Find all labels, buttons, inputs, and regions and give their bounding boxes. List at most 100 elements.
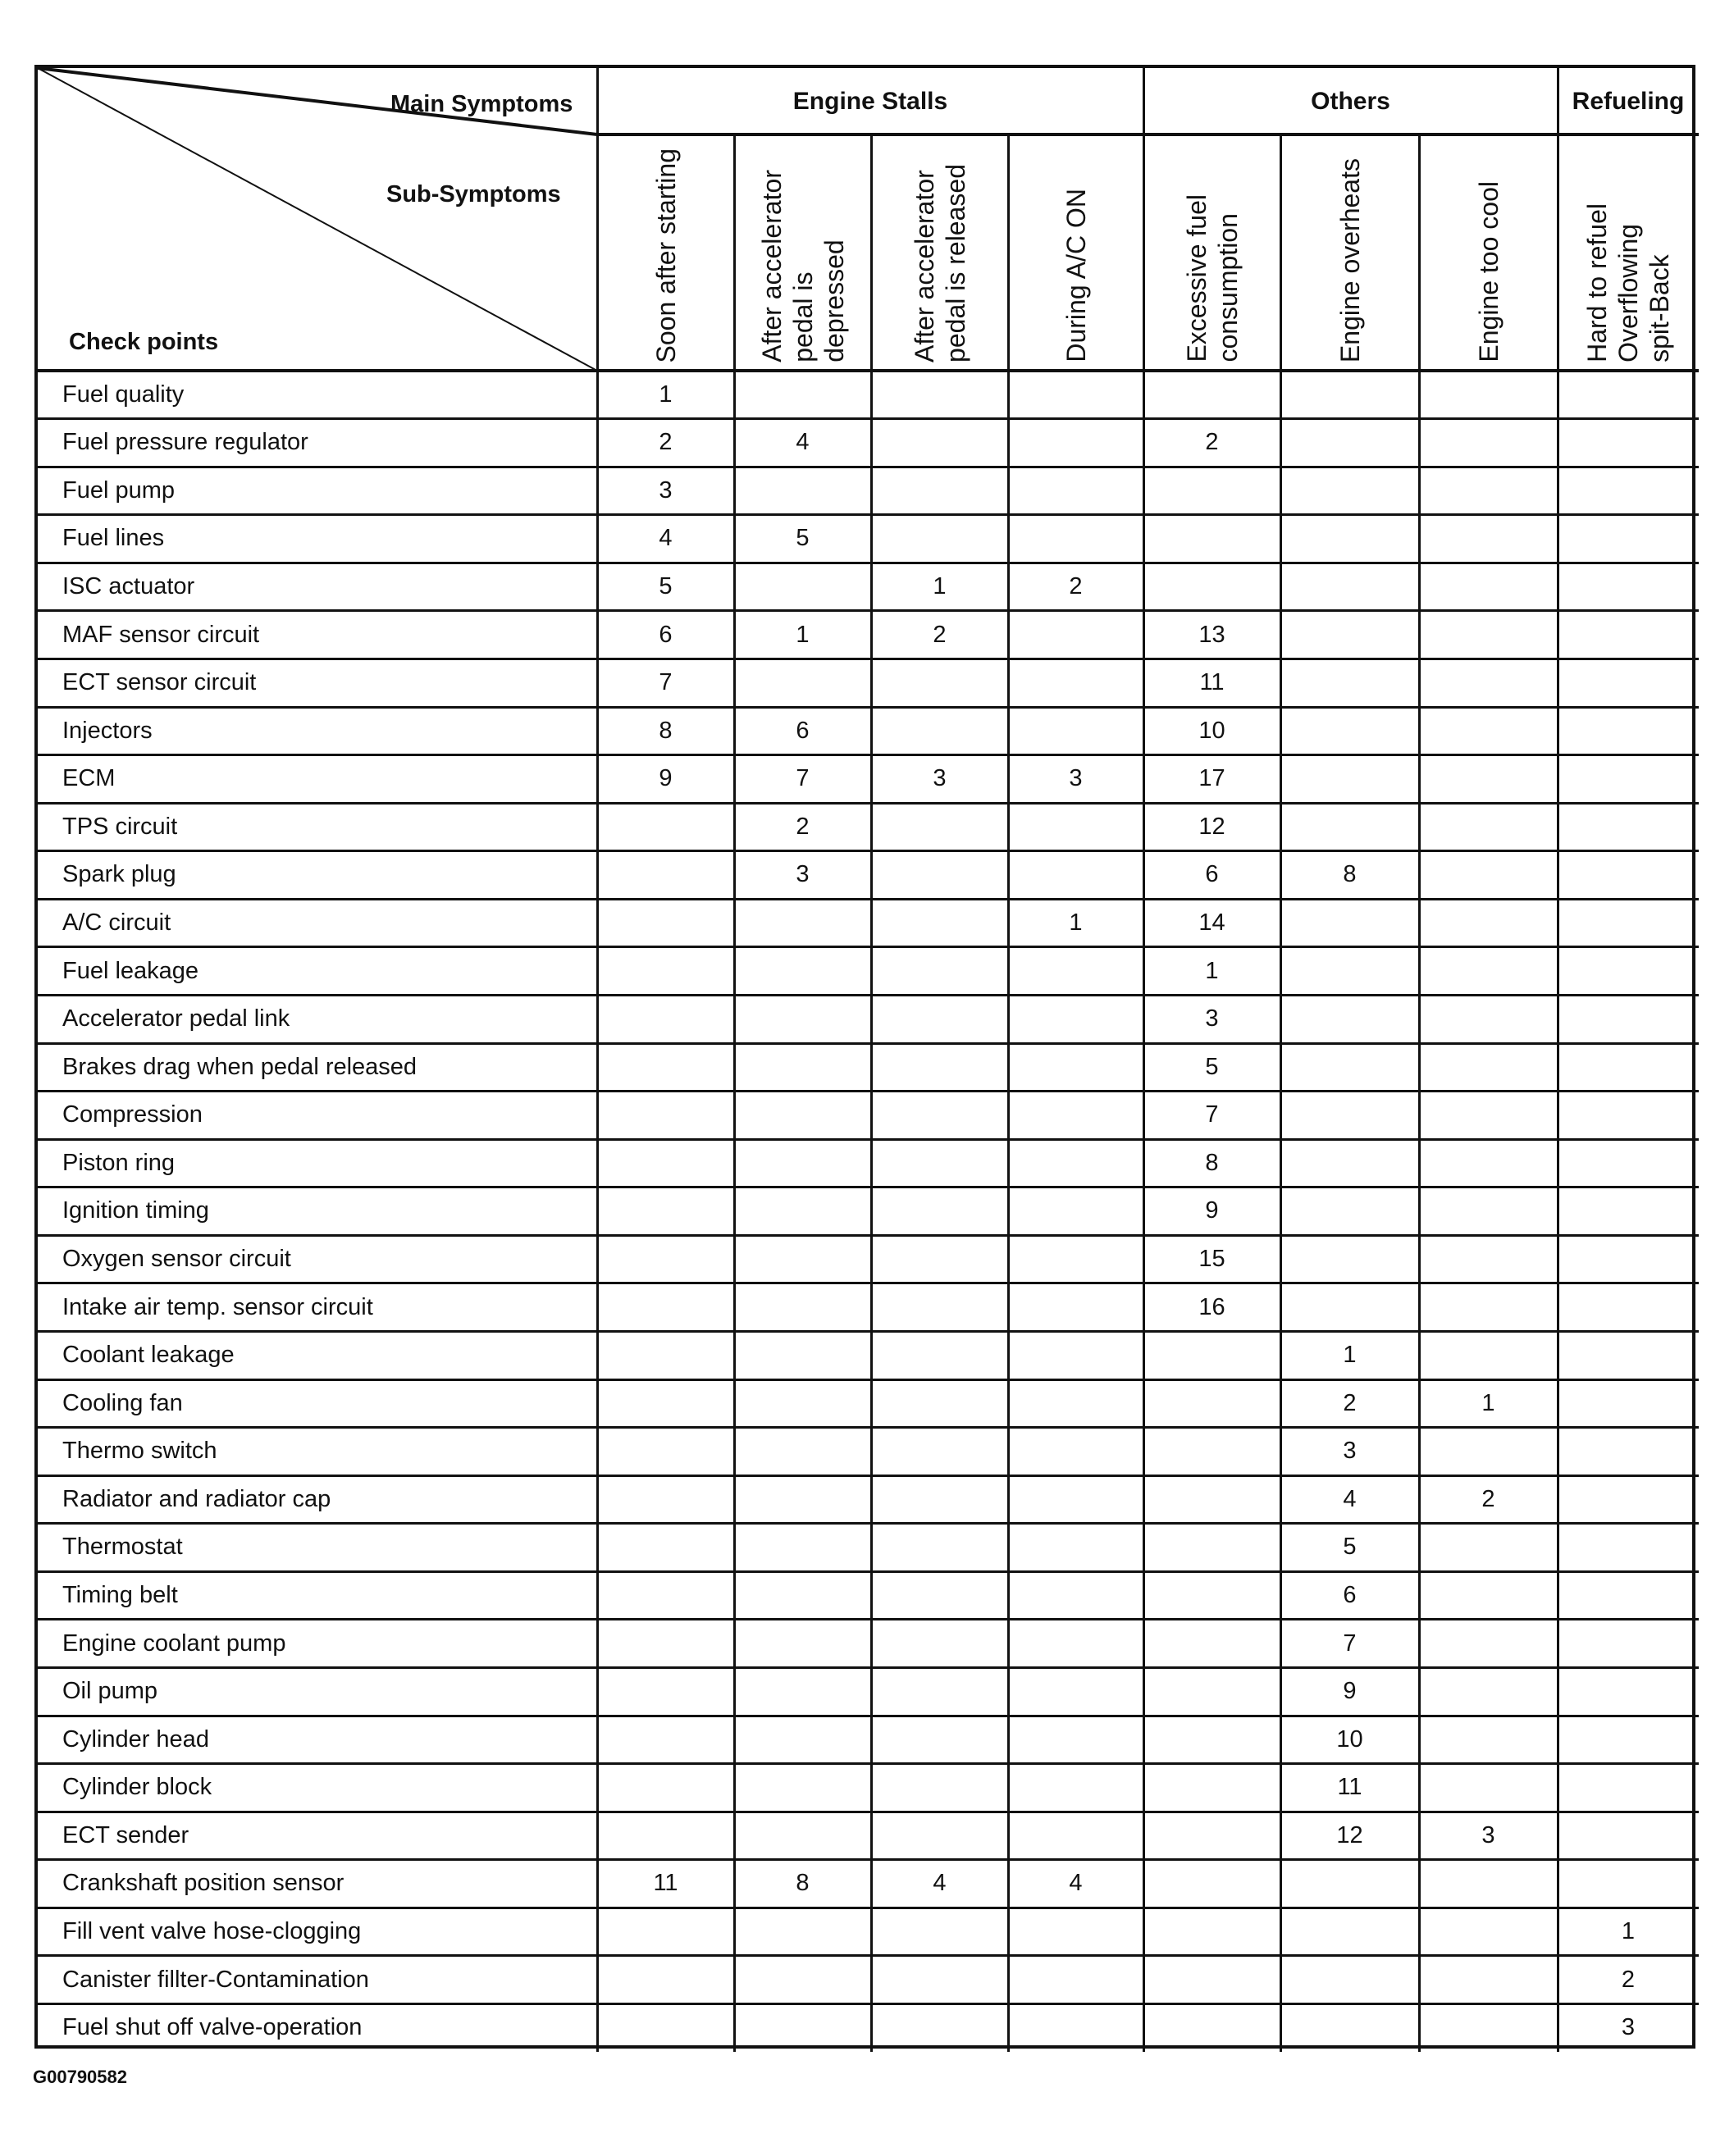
sub-symptom-line: Hard to refuel bbox=[1582, 203, 1612, 362]
priority-cell bbox=[871, 1283, 1008, 1332]
priority-cell bbox=[1419, 707, 1558, 755]
row-divider bbox=[38, 1090, 1699, 1093]
priority-cell bbox=[597, 1283, 734, 1332]
priority-cell bbox=[871, 2003, 1008, 2052]
priority-cell bbox=[1558, 1475, 1699, 1524]
row-divider bbox=[38, 465, 1699, 468]
priority-cell bbox=[734, 1043, 871, 1092]
row-divider bbox=[38, 2002, 1699, 2005]
priority-cell bbox=[1419, 1620, 1558, 1668]
priority-cell: 9 bbox=[659, 765, 673, 792]
priority-cell bbox=[1558, 1524, 1699, 1572]
priority-cell bbox=[1419, 1331, 1558, 1379]
priority-cell bbox=[871, 1524, 1008, 1572]
check-point-label: MAF sensor circuit bbox=[62, 621, 260, 648]
check-point-label: Piston ring bbox=[62, 1149, 176, 1176]
priority-cell bbox=[1280, 995, 1419, 1043]
priority-cell bbox=[734, 1379, 871, 1428]
main-symptom-header: Refueling bbox=[1572, 87, 1685, 115]
row-divider bbox=[38, 1186, 1699, 1189]
check-point-label: Compression bbox=[62, 1101, 203, 1128]
sub-symptom-header: After accelerator pedal is released bbox=[871, 134, 1008, 371]
row-divider bbox=[38, 1666, 1699, 1669]
check-point-label: Timing belt bbox=[62, 1582, 178, 1609]
priority-cell bbox=[1143, 1620, 1280, 1668]
priority-cell bbox=[871, 1764, 1008, 1812]
priority-cell bbox=[1280, 371, 1419, 419]
priority-cell bbox=[1143, 1571, 1280, 1620]
priority-cell: 3 bbox=[1481, 1821, 1495, 1848]
priority-cell bbox=[1558, 1331, 1699, 1379]
priority-cell bbox=[734, 1283, 871, 1332]
check-point-label: Fuel shut off valve-operation bbox=[62, 2014, 363, 2041]
priority-cell: 2 bbox=[1621, 1966, 1636, 1993]
sub-symptom-header: Excessive fuel consumption bbox=[1143, 134, 1280, 371]
priority-cell bbox=[1419, 1283, 1558, 1332]
priority-cell bbox=[1008, 1812, 1143, 1860]
priority-cell: 1 bbox=[659, 381, 673, 408]
priority-cell bbox=[1008, 1331, 1143, 1379]
priority-cell bbox=[871, 1956, 1008, 2004]
priority-cell: 1 bbox=[1069, 909, 1083, 937]
priority-cell bbox=[1419, 755, 1558, 804]
priority-cell bbox=[1008, 1475, 1143, 1524]
row-divider bbox=[38, 946, 1699, 949]
priority-cell: 9 bbox=[1343, 1678, 1357, 1705]
priority-cell bbox=[1280, 1956, 1419, 2004]
priority-cell bbox=[1419, 851, 1558, 900]
priority-cell: 3 bbox=[659, 476, 673, 504]
priority-cell bbox=[1143, 467, 1280, 515]
priority-cell bbox=[1143, 1860, 1280, 1908]
sub-symptom-line: Engine overheats bbox=[1335, 157, 1365, 362]
sub-symptom-line: pedal is released bbox=[940, 164, 970, 362]
priority-cell bbox=[597, 1428, 734, 1476]
priority-cell bbox=[1558, 1764, 1699, 1812]
sub-symptom-header: Hard to refuel Overflowing spit-Back bbox=[1558, 134, 1699, 371]
priority-cell bbox=[871, 1716, 1008, 1764]
priority-cell bbox=[734, 1428, 871, 1476]
priority-cell bbox=[597, 1043, 734, 1092]
priority-cell bbox=[1143, 1956, 1280, 2004]
priority-cell bbox=[1419, 899, 1558, 947]
priority-cell bbox=[1008, 1092, 1143, 1140]
priority-cell bbox=[1008, 467, 1143, 515]
priority-cell bbox=[1558, 851, 1699, 900]
priority-cell bbox=[1558, 419, 1699, 467]
priority-cell bbox=[1008, 1139, 1143, 1187]
column-divider bbox=[869, 134, 873, 2052]
priority-cell bbox=[1558, 1235, 1699, 1283]
diagonal-line-main bbox=[38, 68, 598, 136]
check-point-label: A/C circuit bbox=[62, 909, 171, 937]
priority-cell bbox=[1419, 2003, 1558, 2052]
priority-cell bbox=[597, 1764, 734, 1812]
priority-cell bbox=[1143, 563, 1280, 611]
priority-cell bbox=[1280, 419, 1419, 467]
priority-cell bbox=[1558, 1092, 1699, 1140]
priority-cell bbox=[1008, 1524, 1143, 1572]
priority-cell bbox=[1280, 659, 1419, 707]
priority-cell bbox=[1419, 1860, 1558, 1908]
row-divider bbox=[38, 1233, 1699, 1237]
priority-cell bbox=[871, 1812, 1008, 1860]
priority-cell bbox=[1280, 1235, 1419, 1283]
priority-cell bbox=[871, 419, 1008, 467]
priority-cell: 3 bbox=[1069, 765, 1083, 792]
priority-cell bbox=[734, 1667, 871, 1716]
sub-symptom-line: During A/C ON bbox=[1061, 189, 1091, 362]
row-divider bbox=[38, 1378, 1699, 1381]
priority-cell bbox=[1008, 995, 1143, 1043]
priority-cell bbox=[734, 1764, 871, 1812]
priority-cell bbox=[1558, 371, 1699, 419]
check-point-label: Fuel pump bbox=[62, 476, 176, 504]
priority-cell bbox=[1280, 1187, 1419, 1236]
priority-cell bbox=[1008, 707, 1143, 755]
priority-cell bbox=[1419, 995, 1558, 1043]
priority-cell bbox=[1008, 1620, 1143, 1668]
priority-cell bbox=[734, 1331, 871, 1379]
priority-cell bbox=[1143, 2003, 1280, 2052]
priority-cell bbox=[1419, 1667, 1558, 1716]
priority-cell bbox=[1558, 755, 1699, 804]
priority-cell bbox=[1558, 515, 1699, 563]
priority-cell bbox=[1008, 1956, 1143, 2004]
row-divider bbox=[38, 1810, 1699, 1813]
